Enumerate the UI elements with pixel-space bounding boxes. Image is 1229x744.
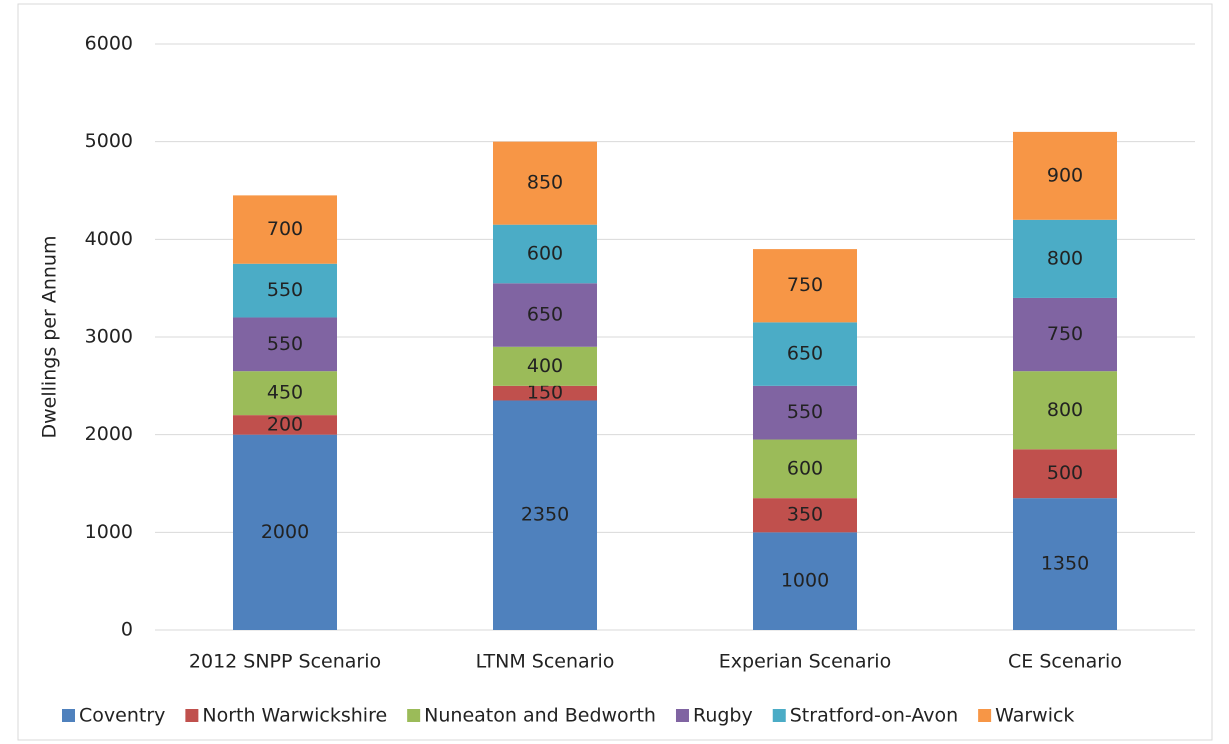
data-label: 2350 [521, 504, 569, 526]
data-label: 1000 [781, 570, 829, 592]
y-tick-label: 5000 [85, 130, 133, 152]
data-label: 800 [1047, 399, 1083, 421]
legend-label: Nuneaton and Bedworth [424, 705, 656, 727]
bar-segment [753, 385, 857, 440]
data-label: 1350 [1041, 553, 1089, 575]
bar-segment [753, 322, 857, 386]
bar-segment [1013, 498, 1117, 630]
data-label: 650 [527, 304, 563, 326]
data-label: 550 [267, 279, 303, 301]
data-label: 550 [787, 401, 823, 423]
legend-label: North Warwickshire [202, 705, 387, 727]
y-tick-label: 0 [121, 619, 133, 641]
legend-swatch [407, 709, 421, 722]
bar-segment [233, 263, 337, 318]
bar-segment [493, 385, 597, 401]
legend-swatch [772, 709, 786, 722]
data-label: 750 [1047, 323, 1083, 345]
data-label: 850 [527, 172, 563, 194]
data-label: 2000 [261, 521, 309, 543]
x-tick-label: Experian Scenario [719, 651, 891, 673]
x-tick-label: 2012 SNPP Scenario [189, 651, 381, 673]
data-label: 500 [1047, 462, 1083, 484]
bar-segment [753, 249, 857, 323]
legend-label: Stratford-on-Avon [790, 705, 958, 727]
data-label: 600 [527, 242, 563, 264]
y-tick-label: 6000 [85, 33, 133, 55]
data-label: 150 [527, 382, 563, 404]
legend-label: Coventry [79, 705, 165, 727]
data-label: 200 [267, 413, 303, 435]
bar-segment [233, 415, 337, 435]
bar-segment [1013, 371, 1117, 450]
bar-segment [1013, 219, 1117, 298]
y-axis-label: Dwellings per Annum [39, 236, 61, 439]
bar-segment [1013, 449, 1117, 499]
bar-segment [233, 371, 337, 416]
data-label: 800 [1047, 247, 1083, 269]
bar-segment [493, 346, 597, 386]
bar-segment [1013, 297, 1117, 372]
bar-segment [233, 317, 337, 372]
data-label: 750 [787, 274, 823, 296]
chart-frame [17, 3, 1213, 741]
data-label: 450 [267, 382, 303, 404]
legend-label: Rugby [693, 705, 753, 727]
x-tick-label: CE Scenario [1008, 651, 1122, 673]
y-tick-label: 4000 [85, 228, 133, 250]
data-label: 700 [267, 218, 303, 240]
data-label: 400 [527, 355, 563, 377]
y-tick-label: 2000 [85, 423, 133, 445]
x-tick-label: LTNM Scenario [476, 651, 615, 673]
legend-swatch [675, 709, 689, 722]
legend-label: Warwick [995, 705, 1074, 727]
y-tick-label: 1000 [85, 521, 133, 543]
bar-segment [493, 141, 597, 225]
bar-segment [493, 224, 597, 284]
bar-segment [1013, 131, 1117, 220]
data-label: 650 [787, 343, 823, 365]
bar-segment [753, 532, 857, 630]
data-label: 600 [787, 457, 823, 479]
data-label: 900 [1047, 164, 1083, 186]
bar-segment [753, 439, 857, 499]
bar-segment [233, 434, 337, 630]
bar-segment [753, 498, 857, 533]
y-tick-label: 3000 [85, 326, 133, 348]
bar-segment [493, 400, 597, 630]
legend-swatch [62, 709, 75, 722]
legend-swatch [978, 709, 992, 722]
data-label: 350 [787, 504, 823, 526]
bar-segment [493, 283, 597, 347]
data-label: 550 [267, 333, 303, 355]
legend-swatch [185, 709, 199, 722]
bar-segment [233, 195, 337, 264]
